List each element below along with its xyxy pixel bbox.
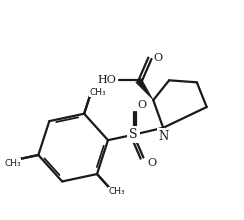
Polygon shape [136,78,153,100]
Text: S: S [129,128,138,141]
Text: N: N [158,130,168,143]
Text: O: O [153,53,163,62]
Text: O: O [147,158,156,169]
Text: HO: HO [98,75,117,85]
Text: CH₃: CH₃ [4,159,21,168]
Text: CH₃: CH₃ [109,187,126,196]
Text: CH₃: CH₃ [90,88,106,97]
Text: O: O [137,100,147,110]
